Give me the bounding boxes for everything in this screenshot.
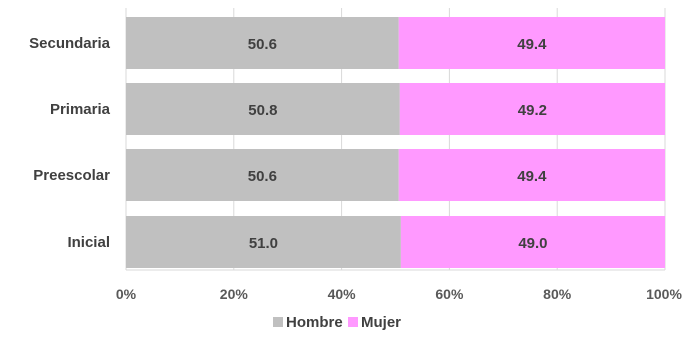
legend-swatch-mujer <box>348 317 358 327</box>
value-labels: 50.6 49.4 50.8 49.2 50.6 49.4 51.0 49.0 <box>248 36 548 252</box>
bar-mujer-primaria <box>399 83 665 135</box>
value-label-mujer-inicial: 49.0 <box>518 235 547 252</box>
bar-mujer-inicial <box>400 216 665 268</box>
legend-swatch-hombre <box>273 317 283 327</box>
value-label-hombre-inicial: 51.0 <box>249 235 278 252</box>
bar-hombre-preescolar <box>126 149 399 201</box>
value-label-hombre-primaria: 50.8 <box>248 102 277 119</box>
category-label-inicial: Inicial <box>67 234 110 251</box>
x-tick-label-1: 20% <box>220 286 249 302</box>
x-tick-label-0: 0% <box>116 286 137 302</box>
value-label-hombre-preescolar: 50.6 <box>248 168 277 185</box>
category-label-primaria: Primaria <box>50 101 111 118</box>
legend-label-mujer: Mujer <box>361 314 401 331</box>
x-axis-ticks: 0% 20% 40% 60% 80% 100% <box>116 286 683 302</box>
legend-label-hombre: Hombre <box>286 314 343 331</box>
value-label-hombre-secundaria: 50.6 <box>248 36 277 53</box>
x-tick-label-2: 40% <box>328 286 357 302</box>
bar-mujer-preescolar <box>398 149 665 201</box>
bar-mujer-secundaria <box>398 17 665 69</box>
category-label-preescolar: Preescolar <box>33 167 110 184</box>
bars <box>126 17 665 268</box>
category-label-secundaria: Secundaria <box>29 35 111 52</box>
x-tick-label-4: 80% <box>543 286 572 302</box>
x-tick-label-5: 100% <box>646 286 682 302</box>
x-tick-label-3: 60% <box>435 286 464 302</box>
category-labels: Secundaria Primaria Preescolar Inicial <box>29 35 111 251</box>
legend: Hombre Mujer <box>273 314 401 331</box>
bar-hombre-secundaria <box>126 17 399 69</box>
bar-hombre-primaria <box>126 83 400 135</box>
value-label-mujer-preescolar: 49.4 <box>517 168 547 185</box>
bar-hombre-inicial <box>126 216 401 268</box>
value-label-mujer-secundaria: 49.4 <box>517 36 547 53</box>
value-label-mujer-primaria: 49.2 <box>518 102 547 119</box>
